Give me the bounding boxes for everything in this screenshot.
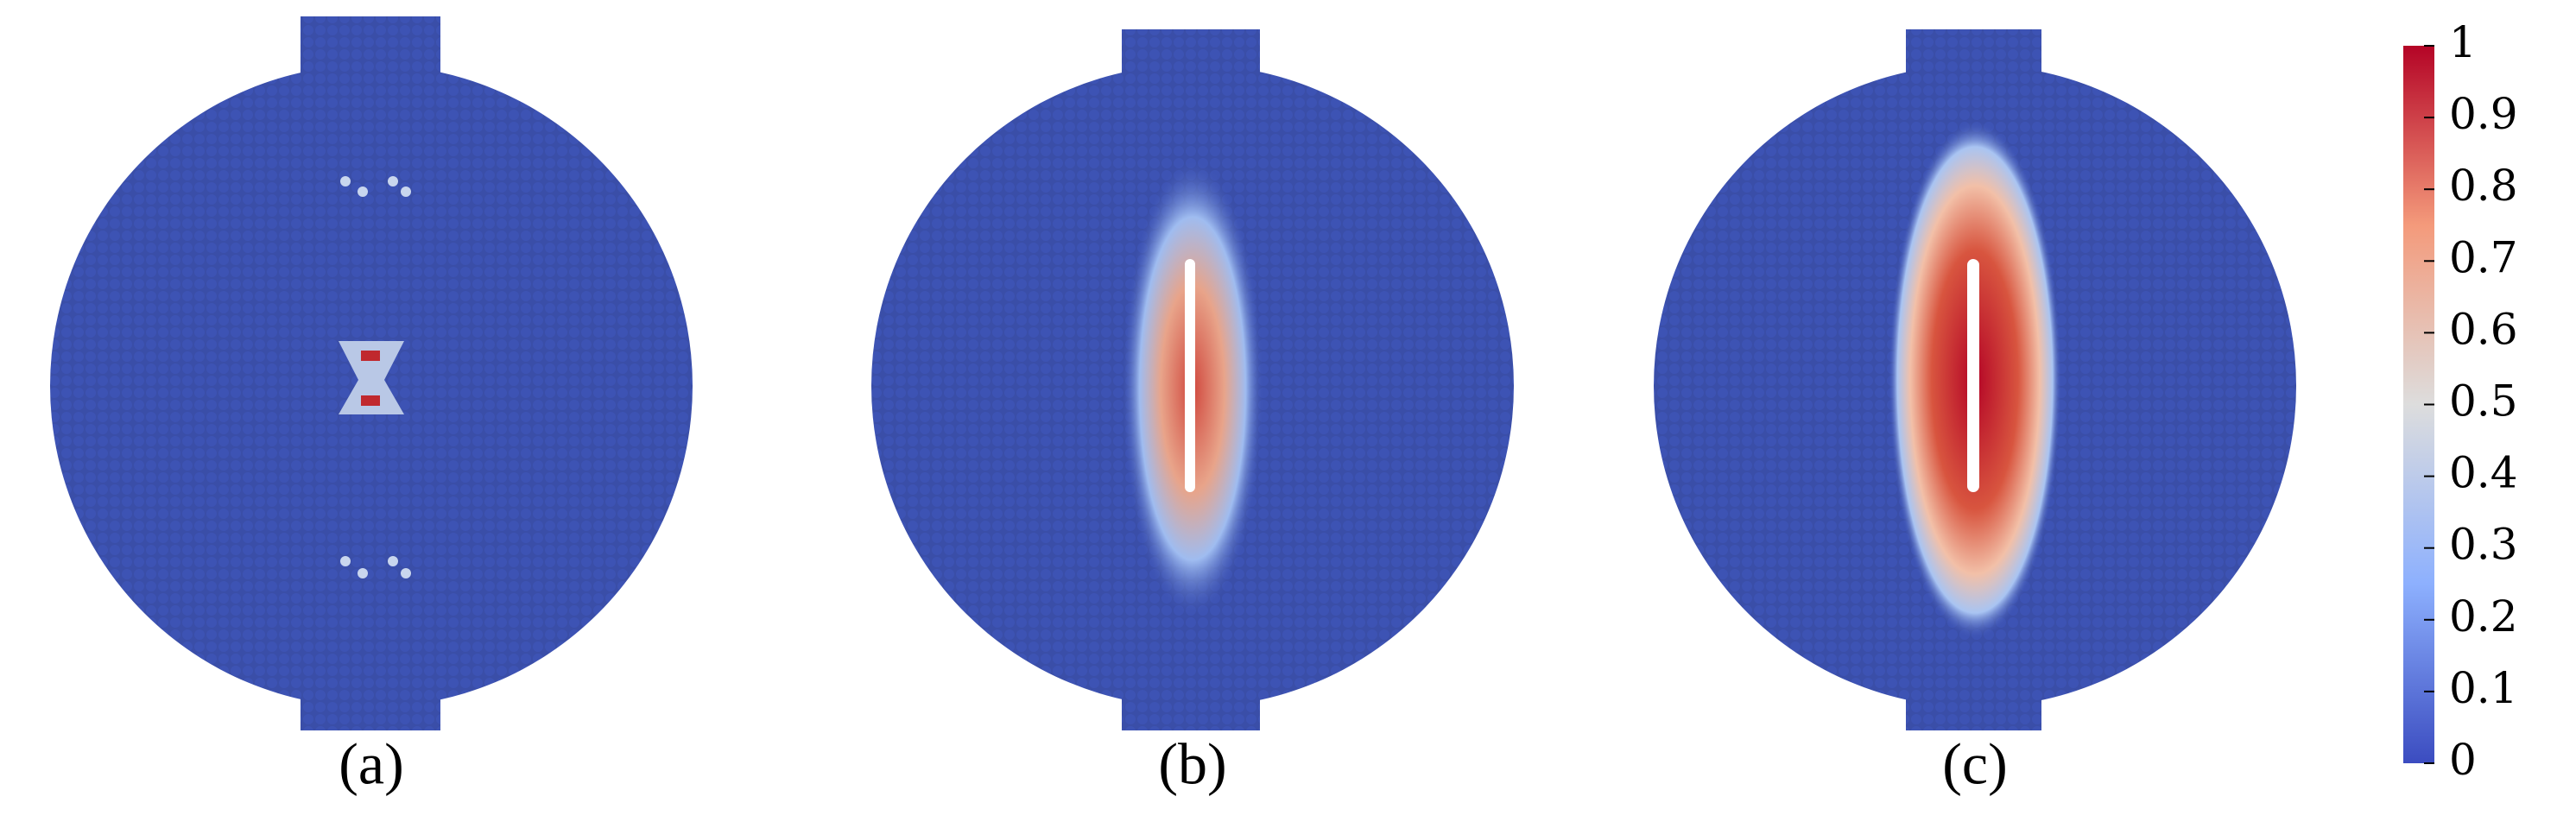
tick-label: 0.7 <box>2449 232 2518 282</box>
tick-label: 0.4 <box>2449 448 2518 498</box>
panel-c <box>1654 29 2296 730</box>
tick-label: 0.8 <box>2449 161 2518 211</box>
tick-label: 0.2 <box>2449 591 2518 642</box>
panel-label: (c) <box>1942 731 2007 797</box>
panel-label: (b) <box>1158 731 1226 797</box>
tick-label: 0.5 <box>2449 376 2518 427</box>
tick-label: 1 <box>2449 17 2477 67</box>
tick-label: 0.9 <box>2449 89 2518 139</box>
tick-label: 0.1 <box>2449 663 2518 713</box>
panel-label: (a) <box>339 731 403 797</box>
panel-a <box>50 16 693 730</box>
tick-label: 0 <box>2449 735 2477 785</box>
damage-spots <box>339 176 411 578</box>
tick-label: 0.3 <box>2449 520 2518 570</box>
tick-label: 0.6 <box>2449 304 2518 354</box>
crack <box>1185 259 1195 492</box>
panel-b <box>871 29 1514 730</box>
crack <box>1967 259 1979 492</box>
